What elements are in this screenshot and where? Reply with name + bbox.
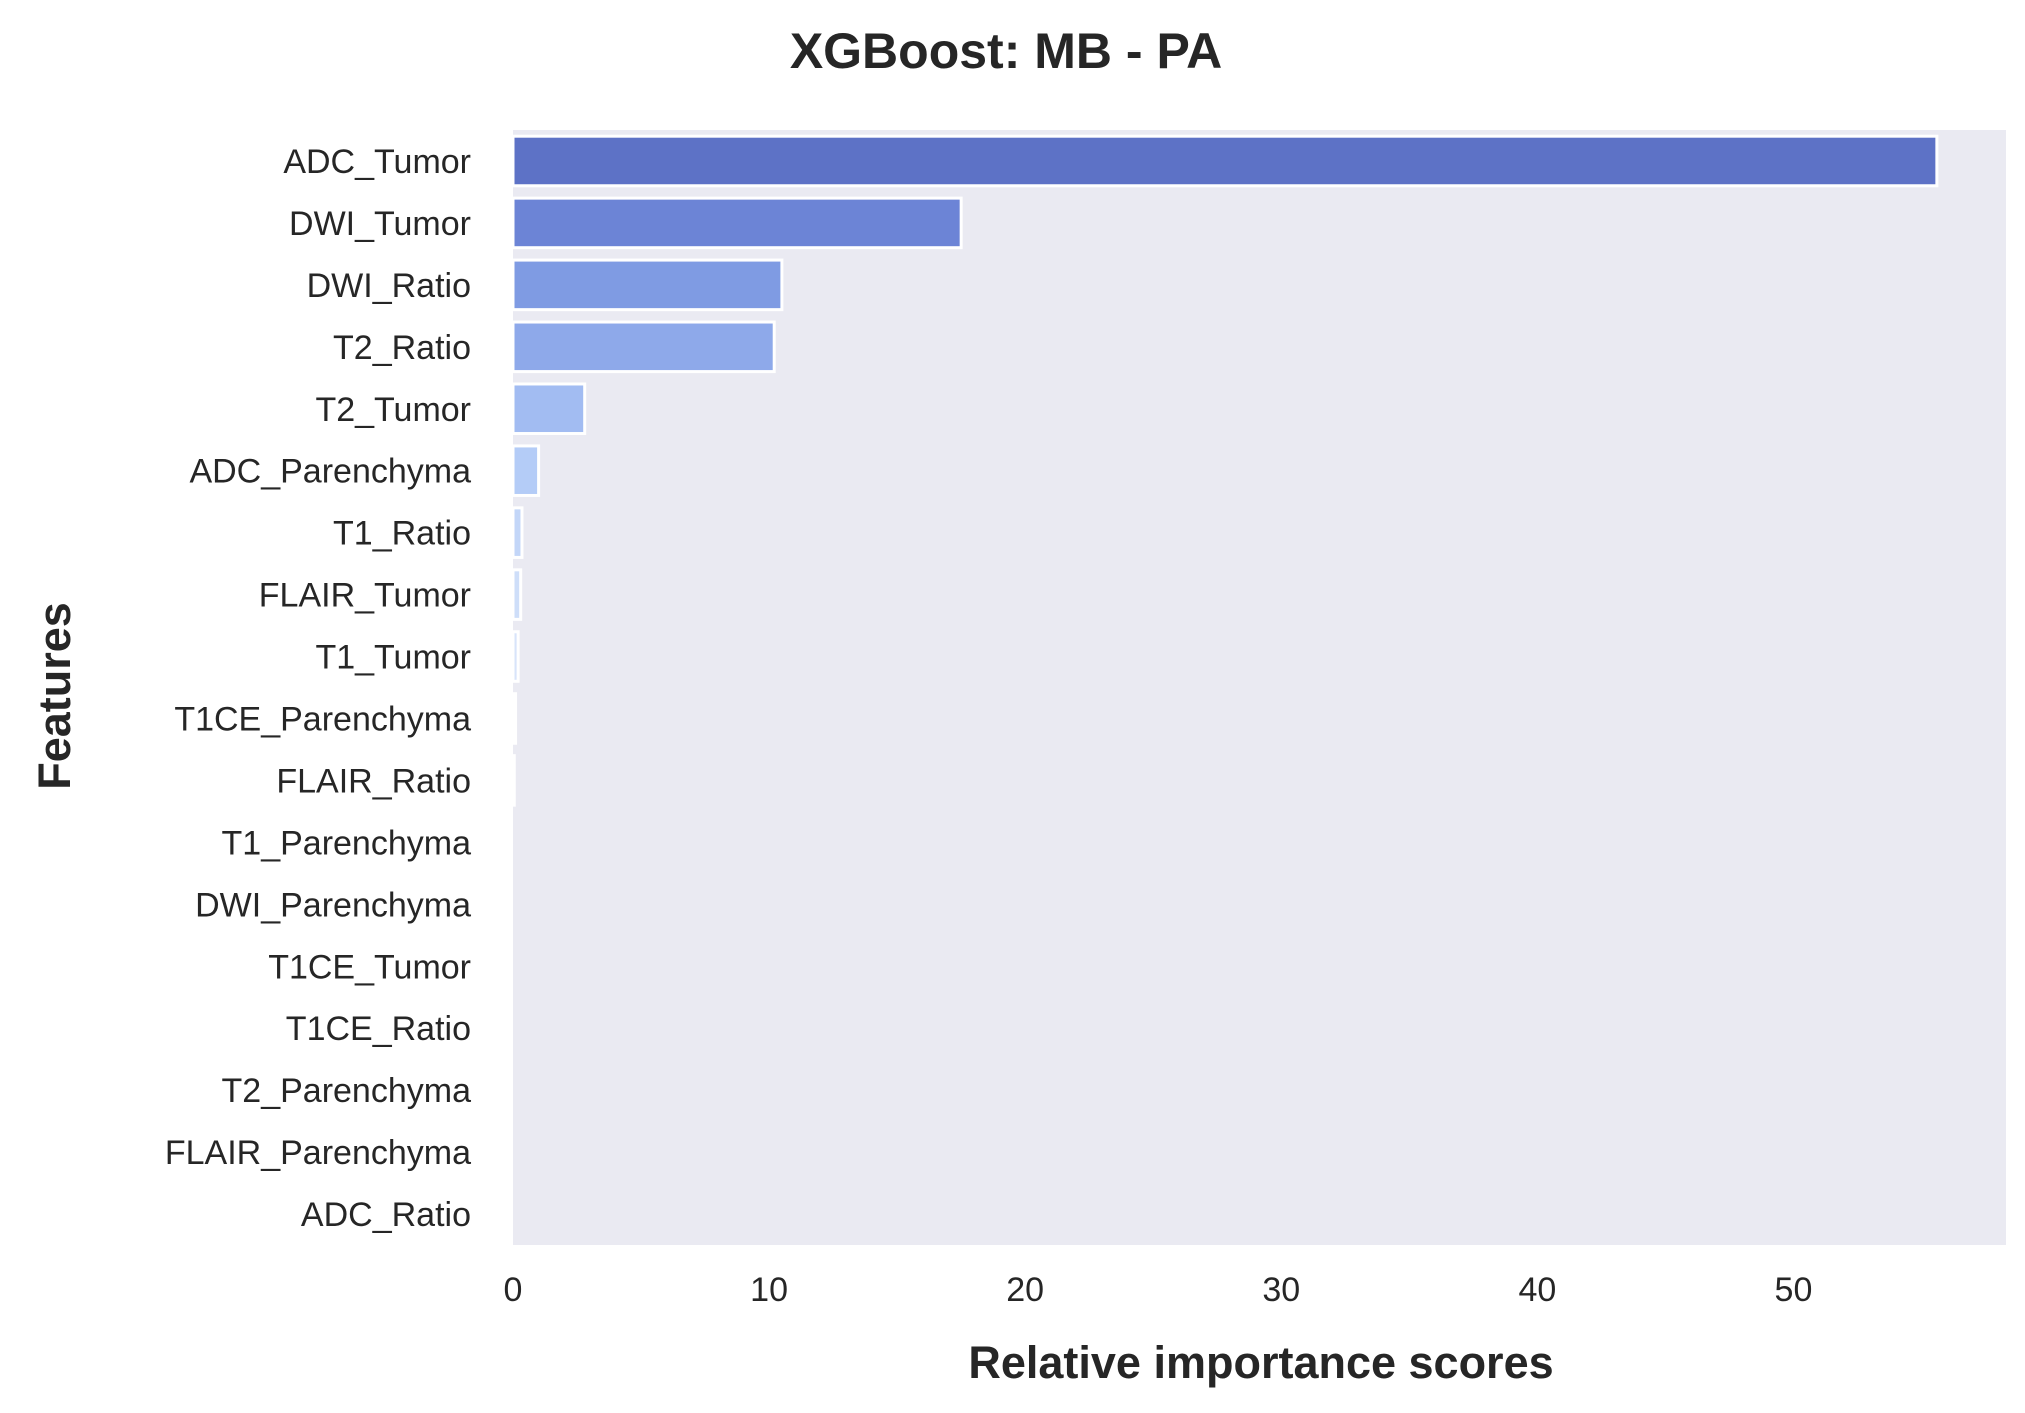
category-labels: ADC_Tumor DWI_Tumor DWI_Ratio T2_Ratio T2_Tu… (165, 143, 471, 1234)
category-label: T2_Tumor (315, 391, 471, 429)
bar-adc-tumor (511, 134, 1939, 188)
bar-t1-ratio (511, 506, 524, 559)
x-tick-label: 0 (504, 1271, 523, 1309)
category-label: ADC_Parenchyma (189, 453, 471, 491)
category-label: FLAIR_Tumor (259, 577, 471, 615)
category-label: FLAIR_Ratio (276, 762, 471, 800)
bar-t2-ratio (511, 320, 776, 374)
x-tick-label: 20 (1006, 1271, 1044, 1309)
category-label: T2_Parenchyma (222, 1072, 472, 1110)
plot-area (513, 130, 2006, 1245)
category-label: T1_Parenchyma (222, 824, 472, 862)
bars-group (511, 134, 1939, 807)
chart-title: XGBoost: MB - PA (790, 23, 1222, 79)
x-tick-label: 40 (1518, 1271, 1556, 1309)
bar-t1-tumor (511, 630, 520, 683)
category-label: DWI_Ratio (307, 267, 471, 305)
x-tick-label: 30 (1262, 1271, 1300, 1309)
y-axis-title: Features (29, 602, 80, 790)
category-label: T1_Ratio (333, 515, 471, 553)
category-label: DWI_Tumor (289, 205, 471, 243)
x-tick-label: 50 (1775, 1271, 1813, 1309)
category-label: DWI_Parenchyma (195, 886, 471, 924)
bar-dwi-ratio (511, 258, 784, 312)
bar-flair-tumor (511, 568, 523, 621)
bar-dwi-tumor (511, 196, 963, 250)
x-tick-label: 10 (750, 1271, 788, 1309)
category-label: T1_Tumor (315, 639, 471, 677)
category-label: T1CE_Tumor (268, 948, 471, 986)
category-label: T1CE_Ratio (286, 1010, 471, 1048)
category-label: T1CE_Parenchyma (174, 700, 471, 738)
bar-adc-parenchyma (511, 444, 541, 497)
category-label: FLAIR_Parenchyma (165, 1134, 471, 1172)
category-label: ADC_Tumor (283, 143, 471, 181)
x-axis-title: Relative importance scores (968, 1337, 1553, 1388)
category-label: ADC_Ratio (301, 1196, 471, 1234)
bar-t1ce-parenchyma (511, 692, 518, 745)
category-label: T2_Ratio (333, 329, 471, 367)
bar-flair-ratio (511, 754, 516, 807)
x-tick-labels: 0 10 20 30 40 50 (504, 1271, 1813, 1309)
bar-t2-tumor (511, 382, 587, 436)
